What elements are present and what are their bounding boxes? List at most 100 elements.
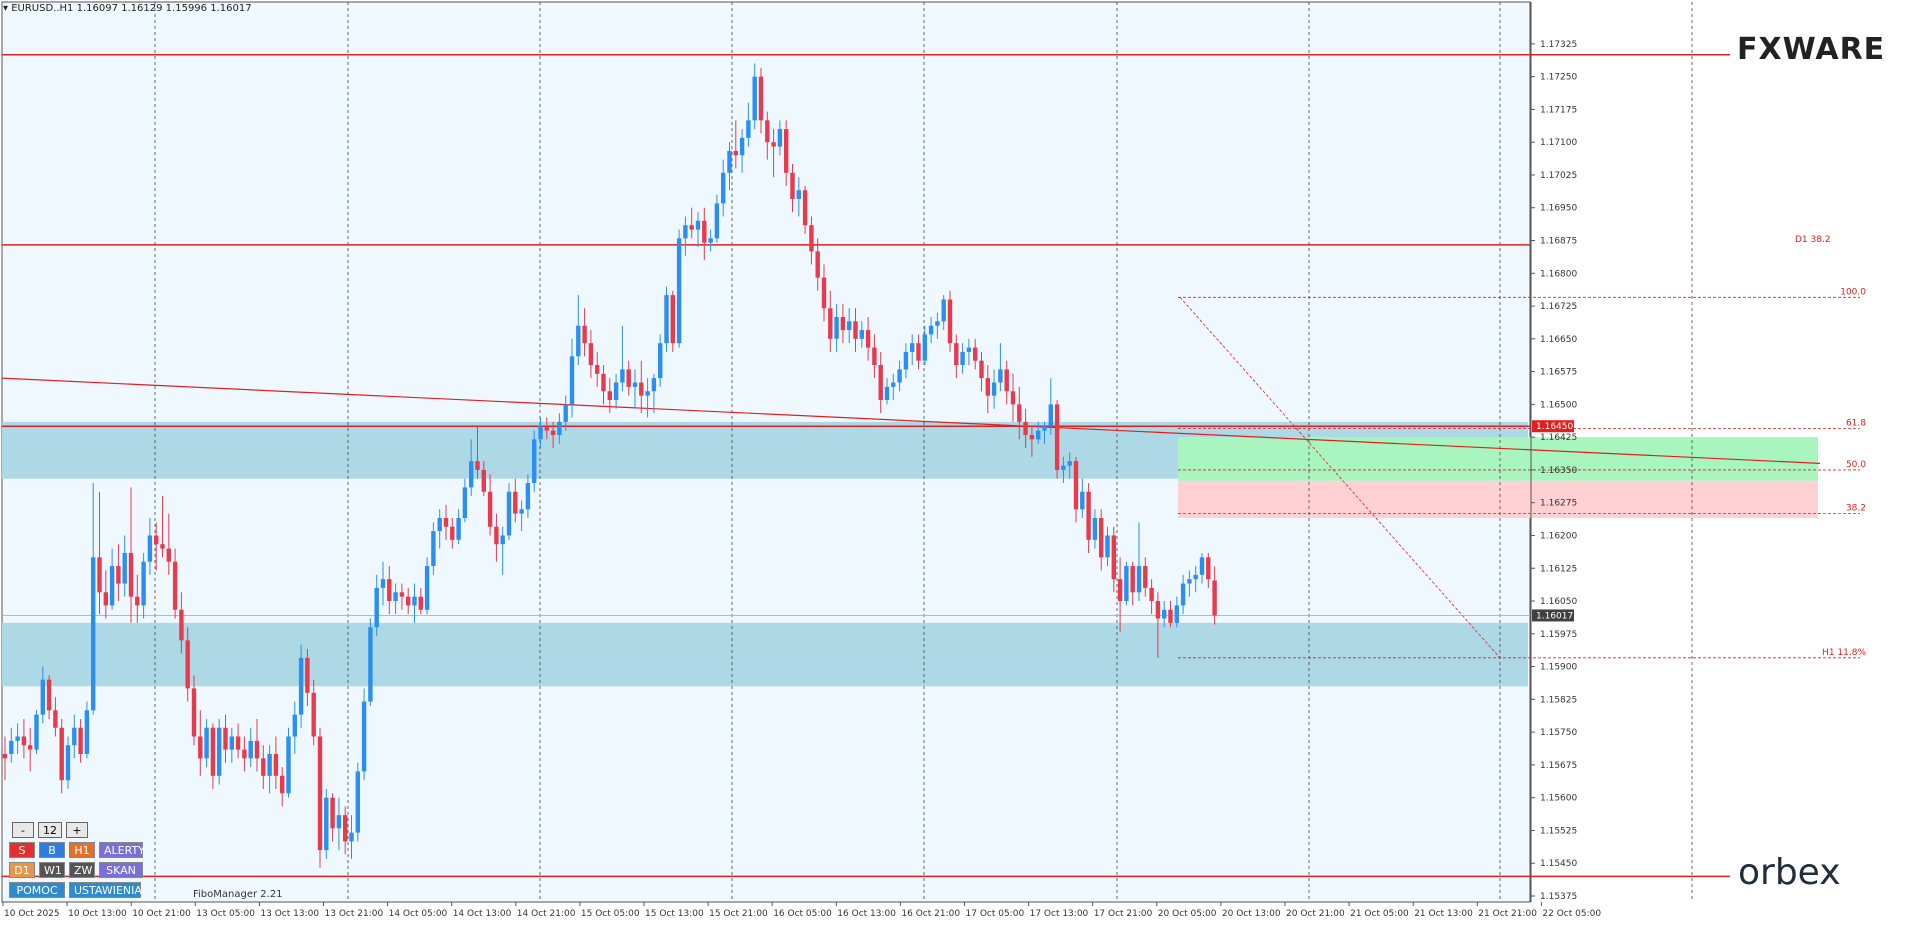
time-tick-label: 16 Oct 05:00	[773, 909, 832, 919]
candle-body	[273, 753, 279, 776]
period-value[interactable]: 12	[38, 822, 62, 838]
candle-body	[166, 548, 171, 562]
candle-body	[72, 727, 77, 746]
candle-body	[317, 736, 323, 851]
candle-body	[475, 461, 480, 470]
candle-body	[821, 277, 827, 309]
decrease-button[interactable]: -	[12, 822, 34, 838]
candle-body	[588, 343, 594, 366]
candle-body	[46, 679, 52, 711]
candle-body	[1042, 426, 1047, 431]
price-tick-label: 1.17175	[1540, 105, 1577, 115]
price-tick-label: 1.16875	[1540, 237, 1577, 247]
time-tick-label: 21 Oct 21:00	[1478, 909, 1537, 919]
candle-body	[550, 430, 556, 435]
candle-body	[1067, 461, 1072, 466]
time-tick-label: 22 Oct 05:00	[1542, 909, 1601, 919]
candle-body	[796, 190, 801, 199]
candle-body	[758, 76, 764, 121]
candle-body	[1080, 491, 1085, 510]
candle-body	[1099, 517, 1104, 558]
candle-body	[135, 596, 140, 606]
price-tick-label: 1.17025	[1540, 171, 1577, 181]
h1-button[interactable]: H1	[69, 842, 95, 858]
candle-body	[670, 295, 675, 344]
zw-button[interactable]: ZW	[69, 862, 95, 878]
time-tick-label: 13 Oct 05:00	[196, 909, 255, 919]
candle-body	[916, 343, 921, 361]
candle-body	[884, 386, 890, 401]
candle-body	[733, 150, 738, 156]
candle-body	[1036, 430, 1041, 440]
lower-demand-zone	[2, 622, 1528, 687]
orbex-logo-text: orbex	[1738, 852, 1841, 893]
candle-body	[834, 316, 839, 339]
candle-body	[65, 745, 71, 781]
fibo-level-label: 61.8	[1846, 418, 1866, 428]
candle-body	[122, 552, 127, 584]
candle-body	[802, 190, 808, 226]
price-tick-label: 1.15525	[1540, 826, 1577, 836]
buy-button[interactable]: B	[39, 842, 65, 858]
candle-body	[450, 526, 455, 540]
candle-body	[777, 129, 783, 147]
candle-body	[437, 517, 442, 532]
candle-body	[330, 797, 335, 829]
price-tick-label: 1.16725	[1540, 302, 1577, 312]
candle-body	[355, 771, 360, 833]
candle-body	[361, 701, 367, 772]
candle-body	[21, 736, 27, 746]
candle-body	[595, 365, 600, 374]
price-tick-label: 1.15450	[1540, 859, 1577, 869]
candle-body	[128, 552, 134, 597]
price-tick-label: 1.17100	[1540, 138, 1577, 148]
candle-body	[695, 220, 701, 230]
candle-body	[217, 727, 222, 776]
candle-body	[1174, 605, 1179, 623]
fibo-pink-zone	[1178, 480, 1818, 518]
price-tag-red-label: 1.16450	[1536, 422, 1573, 432]
increase-button[interactable]: +	[66, 822, 88, 838]
candle-body	[374, 587, 379, 628]
candle-body	[1029, 434, 1035, 440]
candle-body	[210, 727, 216, 776]
candle-body	[1180, 583, 1186, 606]
candle-body	[324, 797, 329, 851]
candle-body	[828, 308, 833, 339]
candle-body	[84, 710, 90, 754]
candle-body	[1149, 587, 1154, 602]
candle-body	[223, 727, 228, 750]
candle-body	[903, 351, 909, 370]
candle-body	[1004, 369, 1009, 392]
candle-body	[1086, 491, 1091, 540]
time-tick-label: 21 Oct 05:00	[1350, 909, 1409, 919]
candle-body	[897, 369, 902, 383]
candle-body	[985, 378, 990, 396]
candle-body	[34, 714, 39, 750]
candle-body	[1212, 580, 1217, 616]
w1-button[interactable]: W1	[39, 862, 65, 878]
help-button[interactable]: POMOC	[9, 882, 65, 898]
price-tick-label: 1.16950	[1540, 204, 1577, 214]
candle-body	[15, 736, 20, 741]
candle-body	[1193, 574, 1198, 580]
dropdown-arrow-icon[interactable]: ▾	[3, 3, 9, 14]
candle-body	[954, 343, 959, 366]
candle-body	[1048, 404, 1053, 427]
price-tick-label: 1.16275	[1540, 499, 1577, 509]
candle-body	[928, 325, 934, 335]
price-tick-label: 1.16200	[1540, 531, 1577, 541]
price-tick-label: 1.15900	[1540, 663, 1577, 673]
candle-body	[840, 316, 846, 331]
d1-button[interactable]: D1	[9, 862, 35, 878]
alerts-button[interactable]: ALERTY	[99, 842, 145, 858]
candle-body	[481, 469, 486, 492]
settings-button[interactable]: USTAWIENIA	[69, 882, 142, 898]
time-tick-label: 13 Oct 21:00	[325, 909, 384, 919]
candle-body	[960, 351, 965, 366]
scan-button[interactable]: SKAN	[99, 862, 143, 878]
sell-button[interactable]: S	[9, 842, 35, 858]
candle-body	[1168, 609, 1173, 623]
